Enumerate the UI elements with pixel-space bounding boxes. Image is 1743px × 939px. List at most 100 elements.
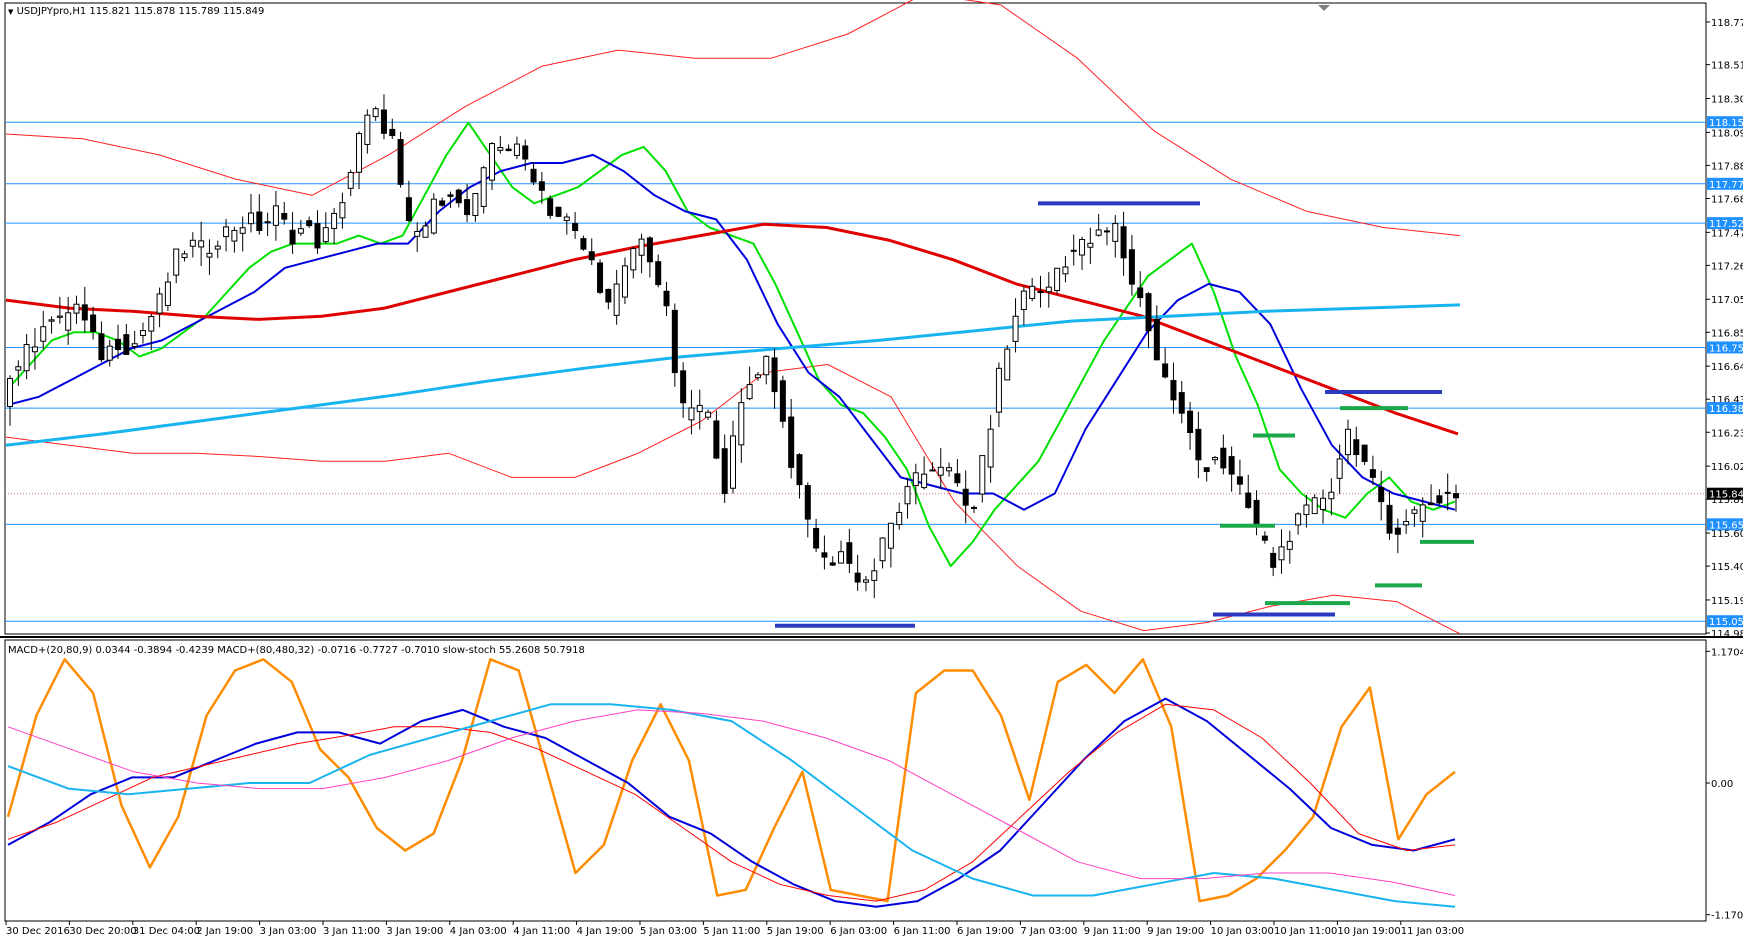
candle-bear xyxy=(771,357,778,393)
candle-bear xyxy=(572,223,579,232)
candle-bull xyxy=(1037,291,1044,294)
candle-bear xyxy=(671,309,678,374)
long_ma-osc-line xyxy=(7,703,1456,908)
candle-bear xyxy=(788,416,795,468)
candle-bull xyxy=(156,293,163,314)
candlesticks xyxy=(7,94,1459,599)
candle-bull xyxy=(7,377,13,407)
candle-bear xyxy=(597,262,604,293)
price-tick-label: 117.470 xyxy=(1711,228,1743,239)
candle-bull xyxy=(871,570,878,581)
candle-bear xyxy=(98,333,105,361)
candle-bull xyxy=(1112,223,1119,242)
candle-bear xyxy=(264,221,271,224)
level-tag-text: 116.380 xyxy=(1709,404,1743,415)
candle-bull xyxy=(1295,513,1302,526)
slow_ma-line xyxy=(5,222,1459,436)
envelope-bands xyxy=(5,0,1461,635)
candle-bear xyxy=(1228,456,1235,475)
indicator-panel-frame xyxy=(4,639,1707,922)
candle-bull xyxy=(738,402,745,446)
candle-bear xyxy=(464,199,471,216)
candle-bull xyxy=(31,346,38,353)
price-tick-label: 118.510 xyxy=(1711,61,1743,72)
candle-bull xyxy=(1062,266,1069,275)
scroll-marker-icon[interactable] xyxy=(1318,5,1330,11)
candle-bear xyxy=(281,213,288,220)
candle-bear xyxy=(447,194,454,197)
candle-bull xyxy=(630,248,637,271)
candle-bull xyxy=(480,167,487,207)
candle-bear xyxy=(530,168,537,183)
time-tick-label: 7 Jan 03:00 xyxy=(1020,926,1077,937)
candle-bear xyxy=(962,488,969,506)
dropdown-triangle-icon[interactable]: ▼ xyxy=(8,8,14,16)
candle-bull xyxy=(971,506,977,509)
candle-bear xyxy=(1444,491,1451,494)
candle-bull xyxy=(921,473,928,489)
candle-bull xyxy=(1336,458,1343,479)
candle-bull xyxy=(148,316,155,332)
level-tag xyxy=(1707,341,1743,354)
symbol-header[interactable]: ▼ USDJPYpro,H1 115.821 115.878 115.789 1… xyxy=(8,6,264,17)
price-tick-label: 115.400 xyxy=(1711,562,1743,573)
candle-bear xyxy=(1236,476,1243,485)
candle-bear xyxy=(389,128,396,137)
candle-bull xyxy=(297,228,304,234)
horizontal-levels[interactable] xyxy=(5,121,1706,622)
candle-bear xyxy=(1428,502,1435,506)
candle-bull xyxy=(1095,229,1102,236)
candle-bear xyxy=(547,198,554,216)
band-line xyxy=(5,364,1461,635)
candle-bull xyxy=(56,315,63,318)
price-tick-label: 114.985 xyxy=(1711,629,1743,640)
candle-bull xyxy=(239,227,246,234)
time-tick-label: 5 Jan 19:00 xyxy=(767,926,824,937)
candle-bull xyxy=(1311,497,1318,515)
indicator-values: MACD+(20,80,9) 0.0344 -0.3894 -0.4239 MA… xyxy=(8,645,585,656)
candle-bear xyxy=(1353,439,1360,456)
price-tick-label: 116.435 xyxy=(1711,395,1743,406)
price-tick-label: 117.680 xyxy=(1711,194,1743,205)
level-tag xyxy=(1707,177,1743,190)
candle-bull xyxy=(754,374,761,379)
moving-averages xyxy=(5,121,1461,568)
candle-bull xyxy=(181,253,188,259)
time-tick-label: 5 Jan 03:00 xyxy=(640,926,697,937)
candle-bull xyxy=(763,355,770,376)
candle-bull xyxy=(372,108,379,118)
candle-bear xyxy=(1120,226,1127,259)
candle-bull xyxy=(705,411,712,418)
candle-bull xyxy=(198,240,205,248)
macd_signal-osc-line xyxy=(7,703,1456,902)
candle-bull xyxy=(139,330,146,336)
candle-bull xyxy=(979,455,986,495)
candle-bull xyxy=(904,486,911,505)
candle-bull xyxy=(40,326,47,342)
candle-bear xyxy=(1436,495,1443,504)
indicator-header: MACD+(20,80,9) 0.0344 -0.3894 -0.4239 MA… xyxy=(8,645,585,656)
level-markers[interactable] xyxy=(775,201,1474,628)
price-tick-label: 116.020 xyxy=(1711,462,1743,473)
candle-bull xyxy=(1029,285,1036,299)
candle-bear xyxy=(1203,467,1210,472)
candle-bull xyxy=(1278,546,1285,561)
candle-bull xyxy=(995,367,1002,413)
candle-bear xyxy=(854,572,861,583)
candle-bull xyxy=(613,283,620,316)
candle-bull xyxy=(497,147,504,151)
candle-bear xyxy=(1153,318,1160,361)
candle-bull xyxy=(1079,238,1086,256)
candle-bull xyxy=(946,467,953,472)
candle-bear xyxy=(256,211,263,231)
candle-bear xyxy=(804,485,811,520)
osc-tick-label: -1.1704 xyxy=(1711,911,1743,922)
candle-bear xyxy=(1270,552,1277,568)
candle-bull xyxy=(173,248,180,276)
candle-bear xyxy=(796,454,803,486)
level-tag-text: 115.058 xyxy=(1709,617,1743,628)
candle-bull xyxy=(1004,348,1011,381)
candle-bear xyxy=(680,370,687,404)
candle-bull xyxy=(23,343,30,372)
candle-bull xyxy=(1212,457,1218,461)
